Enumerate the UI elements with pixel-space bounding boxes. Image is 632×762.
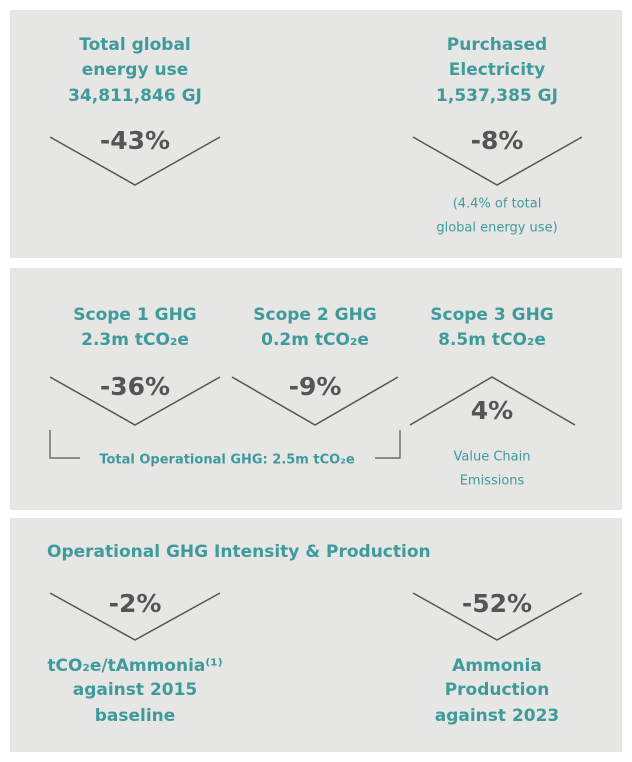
- caption: Ammonia: [452, 656, 542, 676]
- title: Purchased: [447, 35, 547, 55]
- chevron-down: [412, 592, 583, 641]
- title: Scope 3 GHG: [430, 305, 554, 325]
- caption: against 2015: [73, 680, 198, 700]
- change: -8%: [471, 126, 524, 155]
- caption: tCO₂e/tAmmonia⁽¹⁾: [47, 656, 222, 676]
- title: 2.3m tCO₂e: [81, 330, 189, 350]
- title: Total global: [79, 35, 191, 55]
- note: (4.4% of total: [453, 197, 542, 212]
- bracket: [49, 430, 80, 459]
- chevron-down: [412, 136, 583, 186]
- chevron-down: [49, 376, 221, 426]
- panel: [10, 10, 622, 258]
- title: 1,537,385 GJ: [436, 86, 558, 106]
- caption: baseline: [95, 706, 176, 726]
- chevron-down: [49, 136, 221, 186]
- caption: Production: [445, 680, 550, 700]
- change: -43%: [100, 126, 170, 155]
- title: Scope 1 GHG: [73, 305, 197, 325]
- chevron-down: [231, 376, 399, 426]
- note: global energy use): [436, 221, 557, 236]
- note: Emissions: [460, 474, 525, 489]
- bracket: [375, 430, 401, 459]
- chevron-down: [49, 592, 221, 641]
- title: Electricity: [449, 60, 546, 80]
- change: -9%: [289, 372, 342, 401]
- change: -2%: [109, 589, 162, 618]
- change: 4%: [471, 396, 513, 425]
- note: Value Chain: [454, 450, 531, 465]
- panel: [10, 268, 622, 510]
- title: Scope 2 GHG: [253, 305, 377, 325]
- title: energy use: [82, 60, 188, 80]
- section-title: Operational GHG Intensity & Production: [47, 542, 431, 562]
- title: 8.5m tCO₂e: [438, 330, 546, 350]
- chevron-up: [409, 376, 576, 426]
- title: 0.2m tCO₂e: [261, 330, 369, 350]
- caption: against 2023: [435, 706, 560, 726]
- change: -36%: [100, 372, 170, 401]
- change: -52%: [462, 589, 532, 618]
- title: 34,811,846 GJ: [68, 86, 202, 106]
- panel: [10, 518, 622, 752]
- bracket-label: Total Operational GHG: 2.5m tCO₂e: [99, 453, 355, 468]
